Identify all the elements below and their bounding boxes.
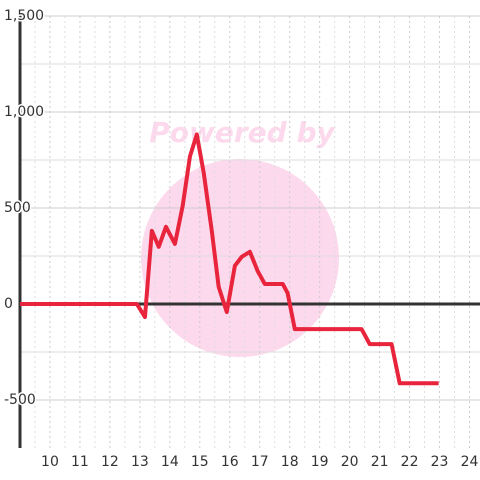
x-tick-label: 12 — [101, 454, 119, 470]
x-tick-label: 21 — [371, 454, 389, 470]
x-tick-label: 18 — [281, 454, 299, 470]
line — [20, 132, 439, 386]
x-tick-label: 11 — [71, 454, 89, 470]
x-tick-label: 14 — [161, 454, 179, 470]
x-tick-label: 23 — [431, 454, 449, 470]
x-tick-label: 19 — [311, 454, 329, 470]
x-tick-label: 22 — [401, 454, 419, 470]
watermark-text: Powered by — [149, 116, 336, 149]
y-tick-label: -500 — [4, 392, 36, 408]
x-tick-label: 17 — [251, 454, 269, 470]
x-tick-label: 16 — [221, 454, 239, 470]
y-tick-label: 500 — [4, 200, 31, 216]
x-tick-label: 13 — [131, 454, 149, 470]
x-tick-label: 10 — [41, 454, 59, 470]
x-tick-label: 20 — [341, 454, 359, 470]
y-tick-label: 0 — [4, 296, 13, 312]
x-tick-label: 24 — [461, 454, 479, 470]
x-tick-label: 15 — [191, 454, 209, 470]
y-tick-label: 1,000 — [4, 104, 44, 120]
y-tick-label: 1,500 — [4, 8, 44, 24]
